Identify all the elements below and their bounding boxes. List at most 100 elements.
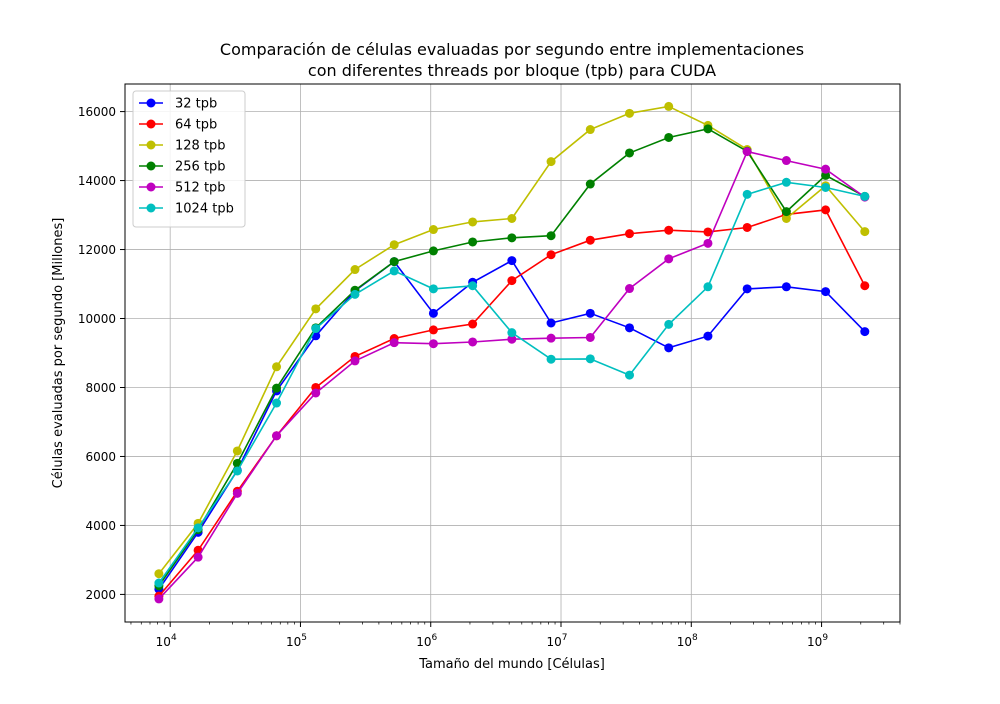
data-point: [781, 214, 791, 223]
series-1024-tpb: [154, 177, 870, 588]
data-point: [625, 323, 635, 333]
legend-label: 64 tpb: [175, 118, 217, 133]
legend-label: 512 tpb: [175, 181, 226, 196]
data-point: [625, 284, 635, 294]
chart-title-line-2: con diferentes threads por bloque (tpb) …: [308, 61, 716, 80]
data-point: [585, 354, 595, 364]
data-point: [585, 332, 595, 342]
data-point: [507, 233, 517, 243]
data-point: [428, 325, 438, 335]
data-point: [742, 222, 752, 232]
data-point: [428, 339, 438, 349]
y-tick-label: 16000: [78, 105, 116, 119]
x-tick-label: 106: [416, 633, 437, 649]
data-point: [154, 569, 164, 579]
data-point: [389, 240, 399, 250]
y-axis-label: Células evaluadas por segundo [Millones]: [51, 218, 66, 489]
data-point: [781, 177, 791, 187]
data-point: [272, 383, 282, 393]
series-line-32-tpb: [158, 259, 866, 590]
x-tick-exponent: 7: [562, 633, 568, 643]
data-point: [546, 231, 556, 241]
data-point: [703, 227, 713, 237]
data-point: [625, 229, 635, 239]
legend-label: 1024 tpb: [175, 202, 234, 217]
data-point: [428, 225, 438, 235]
data-point: [350, 289, 360, 299]
y-tick-label: 12000: [78, 243, 116, 257]
data-point: [350, 356, 360, 366]
y-tick-label: 6000: [85, 450, 116, 464]
x-tick-label: 108: [677, 633, 698, 649]
data-point: [821, 170, 831, 180]
x-tick-label: 109: [807, 633, 828, 649]
y-tick-label: 8000: [85, 381, 116, 395]
x-tick-exponent: 6: [432, 633, 438, 643]
series-256-tpb: [154, 124, 870, 591]
x-axis-label: Tamaño del mundo [Células]: [418, 657, 605, 672]
plot-frame: [124, 83, 901, 623]
data-point: [468, 237, 478, 247]
data-point: [350, 265, 360, 275]
data-point: [468, 319, 478, 329]
legend-swatch-marker: [146, 182, 156, 192]
data-point: [664, 101, 674, 111]
series-line-256-tpb: [158, 127, 866, 587]
data-point: [311, 324, 321, 334]
data-point: [664, 132, 674, 142]
x-tick-label: 104: [156, 633, 177, 649]
data-point: [389, 257, 399, 267]
data-point: [232, 488, 242, 498]
data-point: [781, 282, 791, 292]
data-point: [860, 281, 870, 291]
data-point: [468, 337, 478, 347]
data-point: [703, 238, 713, 248]
legend-item: 256 tpb: [139, 160, 226, 175]
y-axis: 2000 4000 6000 8000 10000 12000 14000 16000: [78, 105, 125, 602]
data-point: [232, 466, 242, 476]
data-point: [311, 388, 321, 398]
data-point: [664, 254, 674, 264]
data-point: [232, 446, 242, 456]
data-point: [625, 108, 635, 118]
data-point: [664, 225, 674, 235]
data-point: [860, 191, 870, 201]
data-point: [860, 327, 870, 337]
data-point: [272, 431, 282, 441]
legend-swatch-marker: [146, 140, 156, 150]
data-point: [585, 235, 595, 245]
data-point: [193, 523, 203, 533]
data-point: [664, 319, 674, 329]
x-tick-exponent: 8: [692, 633, 698, 643]
x-tick-exponent: 9: [822, 633, 828, 643]
series-32-tpb: [154, 256, 870, 594]
data-point: [507, 256, 517, 266]
legend-label: 256 tpb: [175, 160, 226, 175]
data-point: [272, 362, 282, 372]
data-point: [507, 214, 517, 223]
data-point: [703, 124, 713, 134]
data-point: [546, 157, 556, 167]
data-point: [664, 343, 674, 353]
legend-swatch-marker: [146, 161, 156, 171]
x-tick-exponent: 5: [301, 633, 307, 643]
data-point: [428, 246, 438, 256]
data-point: [507, 334, 517, 344]
data-point: [821, 287, 831, 297]
data-point: [389, 266, 399, 276]
data-point: [585, 125, 595, 135]
data-point: [154, 594, 164, 604]
data-point: [742, 189, 752, 199]
data-point: [389, 338, 399, 348]
data-point: [154, 578, 164, 588]
data-point: [625, 148, 635, 158]
data-point: [625, 370, 635, 380]
data-point: [193, 552, 203, 562]
legend-item: 64 tpb: [139, 118, 217, 133]
legend-swatch-marker: [146, 98, 156, 108]
data-point: [507, 276, 517, 286]
data-point: [585, 308, 595, 318]
series-line-1024-tpb: [158, 181, 865, 584]
legend-item: 1024 tpb: [139, 202, 234, 217]
